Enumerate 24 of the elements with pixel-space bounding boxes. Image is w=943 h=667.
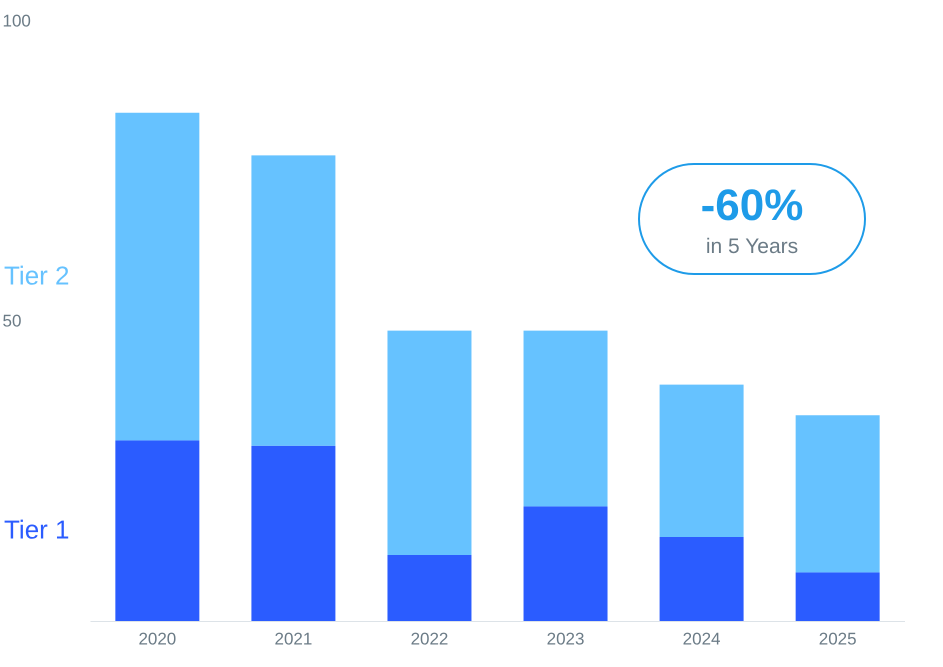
bar [796, 572, 880, 621]
x-tick-label: 2023 [546, 630, 584, 648]
bar [251, 446, 336, 621]
bar [115, 440, 200, 621]
x-tick-label: 2025 [818, 630, 857, 648]
x-tick-label: 2021 [274, 630, 312, 648]
annotation: in 5 Years [706, 235, 798, 258]
x-tick-label: 2020 [138, 630, 176, 648]
x-tick-label: 2022 [410, 630, 448, 648]
series-label: Tier 1 [4, 514, 70, 545]
bar [660, 537, 744, 621]
bar [115, 112, 200, 440]
bar [251, 155, 336, 446]
bar [524, 330, 608, 506]
bar [387, 555, 472, 621]
bar [796, 415, 880, 572]
series-label: Tier 2 [4, 260, 70, 291]
x-tick-label: 2024 [682, 630, 721, 648]
bar [387, 330, 472, 555]
y-tick-label: 50 [2, 312, 22, 330]
y-tick-label: 100 [2, 12, 31, 30]
bar [660, 384, 744, 537]
bar [524, 506, 608, 621]
annotation: -60% [700, 181, 804, 230]
